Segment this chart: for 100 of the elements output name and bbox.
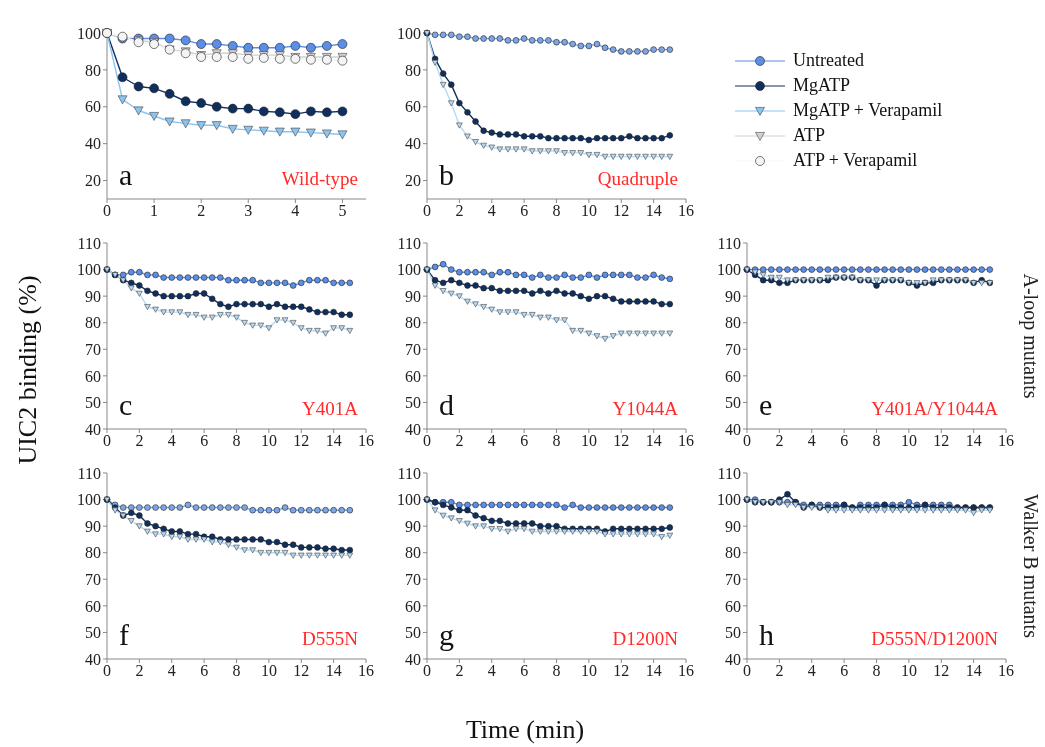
annotation: g bbox=[439, 617, 454, 653]
legend-label: MgATP + Verapamil bbox=[793, 100, 943, 121]
annotation: e bbox=[759, 387, 773, 423]
x-tick-label: 6 bbox=[200, 432, 209, 450]
y-tick-label: 110 bbox=[717, 464, 741, 482]
x-tick-label: 12 bbox=[613, 202, 630, 220]
legend-label: ATP bbox=[793, 125, 826, 146]
x-tick-label: 14 bbox=[325, 432, 342, 450]
x-tick-label: 6 bbox=[840, 662, 849, 680]
y-tick-label: 40 bbox=[85, 420, 101, 438]
y-tick-label: 50 bbox=[85, 394, 101, 412]
x-tick-label: 6 bbox=[520, 662, 529, 680]
y-tick-label: 60 bbox=[725, 597, 741, 615]
y-tick-label: 80 bbox=[405, 61, 421, 79]
x-tick-label: 8 bbox=[872, 432, 881, 450]
y-tick-label: 50 bbox=[725, 394, 741, 412]
x-tick-label: 6 bbox=[520, 202, 529, 220]
annotation: c bbox=[119, 387, 133, 423]
x-tick-label: 10 bbox=[580, 432, 597, 450]
x-tick-label: 10 bbox=[900, 662, 917, 680]
y-tick-label: 80 bbox=[405, 544, 421, 562]
x-tick-label: 0 bbox=[423, 662, 431, 680]
y-tick-label: 40 bbox=[405, 135, 421, 153]
x-tick-label: 14 bbox=[645, 202, 662, 220]
y-tick-label: 100 bbox=[717, 261, 741, 279]
y-tick-label: 80 bbox=[85, 544, 101, 562]
y-tick-label: 100 bbox=[397, 261, 421, 279]
y-tick-label: 20 bbox=[405, 172, 421, 190]
annotation: a bbox=[119, 157, 133, 193]
x-tick-label: 0 bbox=[743, 432, 751, 450]
x-tick-label: 0 bbox=[743, 662, 751, 680]
annotation: b bbox=[439, 157, 454, 193]
y-tick-label: 90 bbox=[405, 287, 421, 305]
x-tick-label: 4 bbox=[167, 662, 176, 680]
x-tick-label: 2 bbox=[135, 662, 144, 680]
y2-axis-title: Walker B mutants bbox=[1018, 494, 1042, 638]
annotation: D555N bbox=[302, 627, 358, 651]
y-tick-label: 70 bbox=[405, 570, 421, 588]
y-tick-label: 100 bbox=[397, 24, 421, 42]
y-tick-label: 60 bbox=[85, 367, 101, 385]
annotation: Y401A bbox=[302, 397, 358, 421]
x-tick-label: 10 bbox=[260, 662, 277, 680]
x-tick-label: 0 bbox=[103, 432, 111, 450]
legend-label: Untreated bbox=[793, 50, 864, 71]
annotation: Y401A/Y1044A bbox=[871, 397, 998, 421]
y-tick-label: 40 bbox=[725, 420, 741, 438]
x-tick-label: 16 bbox=[998, 432, 1014, 450]
annotation: f bbox=[119, 617, 129, 653]
x-tick-label: 14 bbox=[645, 432, 662, 450]
y-tick-label: 50 bbox=[405, 394, 421, 412]
x-tick-label: 12 bbox=[933, 662, 950, 680]
x-tick-label: 4 bbox=[167, 432, 176, 450]
x-tick-label: 12 bbox=[613, 662, 630, 680]
y-tick-label: 80 bbox=[405, 314, 421, 332]
x-tick-label: 2 bbox=[775, 432, 784, 450]
y-axis-title: UIC2 binding (%) bbox=[13, 275, 43, 465]
y-tick-label: 60 bbox=[85, 597, 101, 615]
y-tick-label: 70 bbox=[725, 570, 741, 588]
y-tick-label: 90 bbox=[725, 287, 741, 305]
y-tick-label: 20 bbox=[85, 172, 101, 190]
x-tick-label: 8 bbox=[552, 202, 561, 220]
x-tick-label: 2 bbox=[135, 432, 144, 450]
annotation: d bbox=[439, 387, 454, 423]
y-tick-label: 60 bbox=[725, 367, 741, 385]
x-tick-label: 16 bbox=[998, 662, 1014, 680]
y-tick-label: 90 bbox=[85, 517, 101, 535]
y-tick-label: 40 bbox=[405, 420, 421, 438]
x-tick-label: 2 bbox=[455, 432, 464, 450]
x-tick-label: 6 bbox=[520, 432, 529, 450]
x-tick-label: 0 bbox=[423, 202, 431, 220]
y-tick-label: 70 bbox=[725, 340, 741, 358]
x-tick-label: 14 bbox=[965, 432, 982, 450]
annotation: Quadruple bbox=[597, 167, 678, 191]
y-tick-label: 90 bbox=[85, 287, 101, 305]
x-tick-label: 0 bbox=[103, 202, 111, 220]
y-tick-label: 80 bbox=[85, 61, 101, 79]
x-tick-label: 6 bbox=[200, 662, 209, 680]
x-tick-label: 10 bbox=[260, 432, 277, 450]
x-tick-label: 1 bbox=[150, 202, 159, 220]
x-tick-label: 8 bbox=[872, 662, 881, 680]
y-tick-label: 50 bbox=[85, 624, 101, 642]
x-tick-label: 14 bbox=[325, 662, 342, 680]
x-tick-label: 16 bbox=[678, 662, 694, 680]
annotation: D1200N bbox=[612, 627, 678, 651]
x-tick-label: 10 bbox=[580, 202, 597, 220]
y-tick-label: 40 bbox=[405, 650, 421, 668]
annotation: D555N/D1200N bbox=[871, 627, 998, 651]
y-tick-label: 50 bbox=[405, 624, 421, 642]
y-tick-label: 60 bbox=[405, 597, 421, 615]
y-tick-label: 80 bbox=[85, 314, 101, 332]
annotation: Y1044A bbox=[612, 397, 678, 421]
y-tick-label: 100 bbox=[717, 491, 741, 509]
x-tick-label: 16 bbox=[678, 202, 694, 220]
x-tick-label: 2 bbox=[197, 202, 206, 220]
y-tick-label: 80 bbox=[725, 314, 741, 332]
x-tick-label: 6 bbox=[840, 432, 849, 450]
x-tick-label: 2 bbox=[455, 662, 464, 680]
x-tick-label: 16 bbox=[358, 662, 374, 680]
y-tick-label: 100 bbox=[77, 24, 101, 42]
x-tick-label: 4 bbox=[807, 662, 816, 680]
